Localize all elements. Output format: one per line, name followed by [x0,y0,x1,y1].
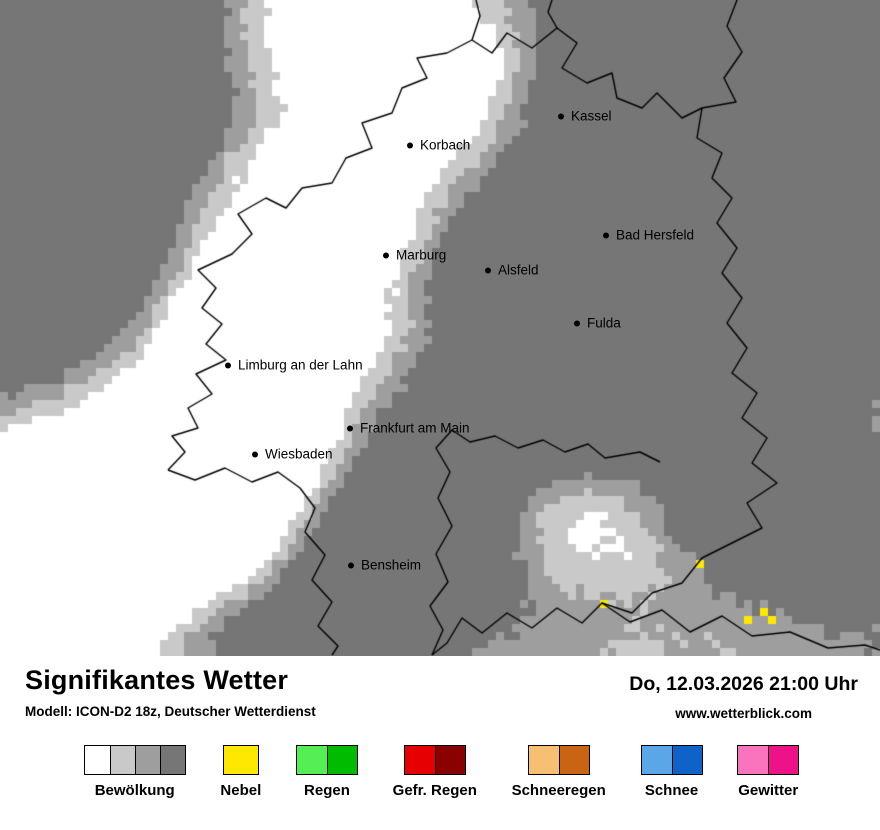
legend-item-regen: Regen [295,745,358,799]
weather-map-canvas [0,0,880,656]
website-text: www.wetterblick.com [675,706,813,721]
legend-label: Gefr. Regen [392,782,477,799]
city-label: Kassel [571,108,612,124]
legend-item-gefr-regen: Gefr. Regen [393,745,477,799]
city-label: Alsfeld [498,262,539,278]
legend-swatch-bar [295,745,358,775]
city-dot [603,232,609,238]
city-layer: Kassel Korbach Bad Hersfeld Marburg Alsfeld F… [225,109,694,573]
city-dot [574,320,580,326]
legend-color-cell [768,746,799,774]
legend-item-bew-lkung: Bewölkung [83,745,186,799]
legend-item-schnee: Schnee [640,745,703,799]
page-title: Signifikantes Wetter [25,665,289,695]
footer: Signifikantes Wetter Modell: ICON-D2 18z… [0,656,880,799]
valid-datetime: Do, 12.03.2026 21:00 Uhr [629,673,858,695]
legend: Bewölkung Nebel Regen Gefr. Regen Schneerege… [25,745,858,799]
legend-color-cell [326,746,357,774]
city-label: Wiesbaden [265,446,333,462]
legend-item-gewitter: Gewitter [737,745,800,799]
legend-item-schneeregen: Schneeregen [512,745,606,799]
legend-color-cell [223,746,258,774]
city-label: Bad Hersfeld [616,227,695,243]
datetime-block: Do, 12.03.2026 21:00 Uhr www.wetterblick… [629,666,858,721]
legend-item-nebel: Nebel [220,745,261,799]
city-dot [485,267,491,273]
legend-swatch-bar [527,745,590,775]
legend-swatch-bar [403,745,466,775]
legend-color-cell [641,746,672,774]
city-marker-frankfurt-am-main: Frankfurt am Main [347,421,470,436]
city-marker-wiesbaden: Wiesbaden [252,447,333,462]
legend-label: Regen [304,782,350,799]
legend-color-cell [134,746,160,774]
legend-color-cell [84,746,110,774]
city-marker-bad-hersfeld: Bad Hersfeld [603,228,694,243]
city-dot [383,252,389,258]
legend-swatch-bar [83,745,186,775]
city-marker-limburg-an-der-lahn: Limburg an der Lahn [225,358,363,373]
city-label: Fulda [587,315,621,331]
legend-label: Nebel [220,782,262,799]
city-marker-alsfeld: Alsfeld [485,263,539,278]
footer-header: Signifikantes Wetter Modell: ICON-D2 18z… [25,665,858,721]
legend-label: Schnee [644,782,699,799]
legend-label: Gewitter [738,782,799,799]
city-dot [347,425,353,431]
city-marker-bensheim: Bensheim [348,558,421,573]
city-dot [252,451,258,457]
legend-color-cell [404,746,435,774]
city-label: Limburg an der Lahn [238,357,363,373]
legend-color-cell [109,746,135,774]
legend-swatch-bar [640,745,703,775]
model-info: Modell: ICON-D2 18z, Deutscher Wetterdie… [25,703,316,719]
legend-color-cell [296,746,327,774]
city-marker-kassel: Kassel [558,109,612,124]
title-block: Signifikantes Wetter Modell: ICON-D2 18z… [25,665,316,719]
legend-color-cell [558,746,589,774]
city-dot [225,362,231,368]
legend-label: Bewölkung [94,782,175,799]
weather-map: Kassel Korbach Bad Hersfeld Marburg Alsfeld F… [0,0,880,656]
city-marker-korbach: Korbach [407,138,470,153]
city-label: Bensheim [361,557,422,573]
legend-swatch-bar [222,745,259,775]
city-label: Marburg [396,247,447,263]
city-label: Korbach [420,137,471,153]
city-dot [348,562,354,568]
legend-color-cell [528,746,559,774]
legend-color-cell [671,746,702,774]
legend-color-cell [159,746,185,774]
legend-color-cell [738,746,769,774]
city-label: Frankfurt am Main [360,420,470,436]
legend-label: Schneeregen [511,782,606,799]
city-marker-marburg: Marburg [383,248,446,263]
city-dot [558,113,564,119]
legend-swatch-bar [737,745,800,775]
city-marker-fulda: Fulda [574,316,621,331]
city-dot [407,142,413,148]
legend-color-cell [434,746,465,774]
